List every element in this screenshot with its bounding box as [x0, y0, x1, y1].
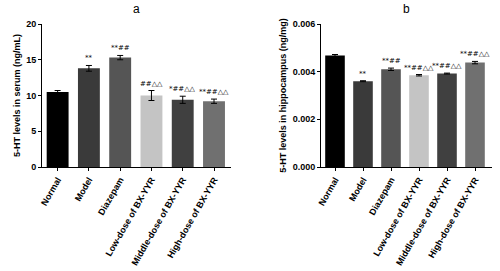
svg-text:Middle-dose of BX-YYR: Middle-dose of BX-YYR	[394, 175, 453, 267]
svg-text:Middle-dose of BX-YYR: Middle-dose of BX-YYR	[130, 175, 189, 267]
svg-text:0: 0	[31, 162, 36, 172]
svg-text:b: b	[403, 2, 410, 16]
svg-text:5: 5	[31, 126, 36, 136]
svg-text:Diazepam: Diazepam	[96, 176, 126, 217]
svg-text:**##△△: **##△△	[404, 64, 434, 72]
svg-text:**: **	[359, 70, 367, 78]
svg-text:**##: **##	[382, 57, 401, 65]
svg-text:Model: Model	[73, 176, 95, 204]
svg-text:5-HT levels in serum (ng/mL): 5-HT levels in serum (ng/mL)	[12, 34, 22, 157]
svg-text:**##△△: **##△△	[432, 62, 462, 70]
svg-text:Low-dose of BX-YYR: Low-dose of BX-YYR	[371, 175, 425, 258]
svg-text:15: 15	[26, 55, 36, 65]
svg-text:10: 10	[26, 91, 36, 101]
svg-text:**##△△: **##△△	[460, 50, 490, 58]
svg-text:##△△: ##△△	[140, 80, 163, 88]
svg-text:Normal: Normal	[316, 176, 340, 208]
svg-text:5-HT levels in hippocampus (ng: 5-HT levels in hippocampus (ng/mg)	[278, 18, 288, 173]
svg-text:0.002: 0.002	[293, 114, 316, 124]
svg-text:Normal: Normal	[39, 176, 63, 208]
svg-text:*##△△: *##△△	[169, 85, 196, 93]
svg-text:High-dose of BX-YYR: High-dose of BX-YYR	[426, 175, 481, 260]
svg-text:Low-dose of BX-YYR: Low-dose of BX-YYR	[104, 175, 158, 258]
svg-text:Diazepam: Diazepam	[367, 176, 397, 217]
svg-text:High-dose of BX-YYR: High-dose of BX-YYR	[165, 175, 220, 260]
svg-text:0.006: 0.006	[293, 19, 316, 29]
svg-text:0.004: 0.004	[293, 67, 316, 77]
svg-text:**##△△: **##△△	[199, 88, 229, 96]
svg-text:20: 20	[26, 19, 36, 29]
svg-text:**: **	[85, 54, 93, 62]
svg-text:a: a	[133, 2, 140, 16]
svg-text:0.000: 0.000	[293, 162, 316, 172]
svg-text:**##: **##	[111, 44, 130, 52]
svg-text:Model: Model	[347, 176, 369, 204]
